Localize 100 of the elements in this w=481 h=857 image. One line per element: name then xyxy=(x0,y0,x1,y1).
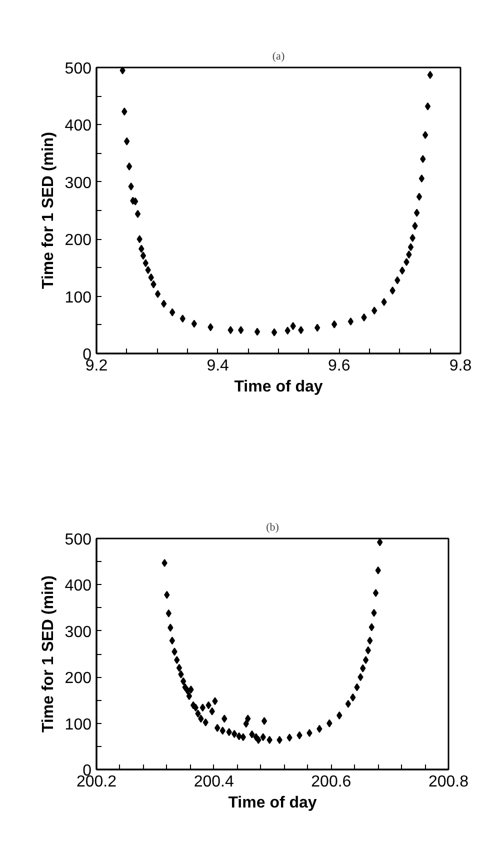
point xyxy=(377,538,383,546)
point xyxy=(354,683,360,692)
point xyxy=(126,162,132,170)
point xyxy=(316,724,322,733)
point xyxy=(191,320,198,328)
point xyxy=(150,280,156,288)
point xyxy=(314,324,320,332)
point xyxy=(145,266,151,274)
point xyxy=(195,710,201,718)
point xyxy=(361,313,367,322)
point xyxy=(326,719,332,728)
point xyxy=(372,306,378,315)
point xyxy=(162,558,168,567)
point xyxy=(168,624,174,632)
point xyxy=(172,648,178,656)
point xyxy=(365,646,371,654)
point xyxy=(220,726,226,735)
x-tick-label: 9.4 xyxy=(206,358,230,374)
point xyxy=(136,235,142,244)
point xyxy=(390,286,396,295)
point xyxy=(408,243,414,252)
point xyxy=(256,736,262,744)
point xyxy=(176,664,182,672)
point xyxy=(208,323,214,332)
point xyxy=(188,686,194,694)
point xyxy=(161,300,167,308)
point xyxy=(226,728,232,736)
y-tick-label: 100 xyxy=(64,289,92,306)
point xyxy=(243,720,249,728)
point xyxy=(331,320,338,328)
y-tick-label: 400 xyxy=(64,578,92,595)
point xyxy=(416,192,422,201)
point xyxy=(206,701,212,710)
x-tick-label: 200.6 xyxy=(311,774,352,790)
point xyxy=(375,566,381,574)
y-axis-title: Time for 1 SED (min) xyxy=(40,132,57,290)
point xyxy=(178,670,184,678)
point xyxy=(271,328,278,336)
point xyxy=(276,736,282,744)
point xyxy=(296,731,302,740)
point xyxy=(414,208,420,217)
point xyxy=(286,734,292,742)
point xyxy=(154,290,161,298)
y-tick-label: 300 xyxy=(64,624,92,641)
point xyxy=(134,210,141,218)
point xyxy=(148,273,154,282)
point xyxy=(222,714,228,723)
point xyxy=(404,258,410,266)
point xyxy=(284,326,290,335)
point xyxy=(298,326,304,334)
y-tick-label: 200 xyxy=(64,232,92,250)
point xyxy=(180,677,186,686)
point xyxy=(371,608,377,617)
point xyxy=(142,259,148,268)
chart-title: (a) xyxy=(272,50,285,62)
point xyxy=(202,718,208,726)
point xyxy=(180,314,186,323)
x-tick-label: 9.6 xyxy=(328,358,350,374)
point xyxy=(140,252,146,260)
point xyxy=(290,322,296,330)
point xyxy=(128,182,134,190)
point xyxy=(249,730,255,738)
point xyxy=(228,326,234,334)
point xyxy=(240,733,246,742)
point xyxy=(372,589,379,598)
point xyxy=(399,266,406,275)
x-tick-label: 200.8 xyxy=(428,774,469,790)
point xyxy=(360,664,366,672)
point xyxy=(427,70,433,79)
point xyxy=(368,623,374,632)
point xyxy=(406,250,412,259)
point xyxy=(410,234,416,242)
y-tick-label: 100 xyxy=(64,716,92,734)
point xyxy=(186,692,192,700)
point xyxy=(138,244,144,253)
x-tick-label: 200.4 xyxy=(194,774,234,790)
y-tick-label: 200 xyxy=(64,670,92,688)
point xyxy=(424,102,431,110)
point xyxy=(350,693,356,702)
point xyxy=(261,716,268,725)
point xyxy=(266,736,272,744)
point xyxy=(122,108,128,116)
point xyxy=(260,733,266,742)
point xyxy=(120,68,126,74)
point xyxy=(358,673,364,682)
point xyxy=(200,704,206,712)
chart-title: (b) xyxy=(266,522,280,534)
point xyxy=(192,704,198,712)
point xyxy=(198,714,204,723)
point xyxy=(124,137,130,146)
point xyxy=(336,711,342,720)
y-tick-label: 500 xyxy=(64,532,92,548)
point xyxy=(362,656,369,664)
x-axis-title: Time of day xyxy=(228,794,317,812)
point xyxy=(214,724,220,732)
point xyxy=(422,130,428,139)
point xyxy=(238,326,244,334)
y-tick-label: 500 xyxy=(64,60,92,78)
point xyxy=(169,636,176,645)
point xyxy=(236,732,242,740)
